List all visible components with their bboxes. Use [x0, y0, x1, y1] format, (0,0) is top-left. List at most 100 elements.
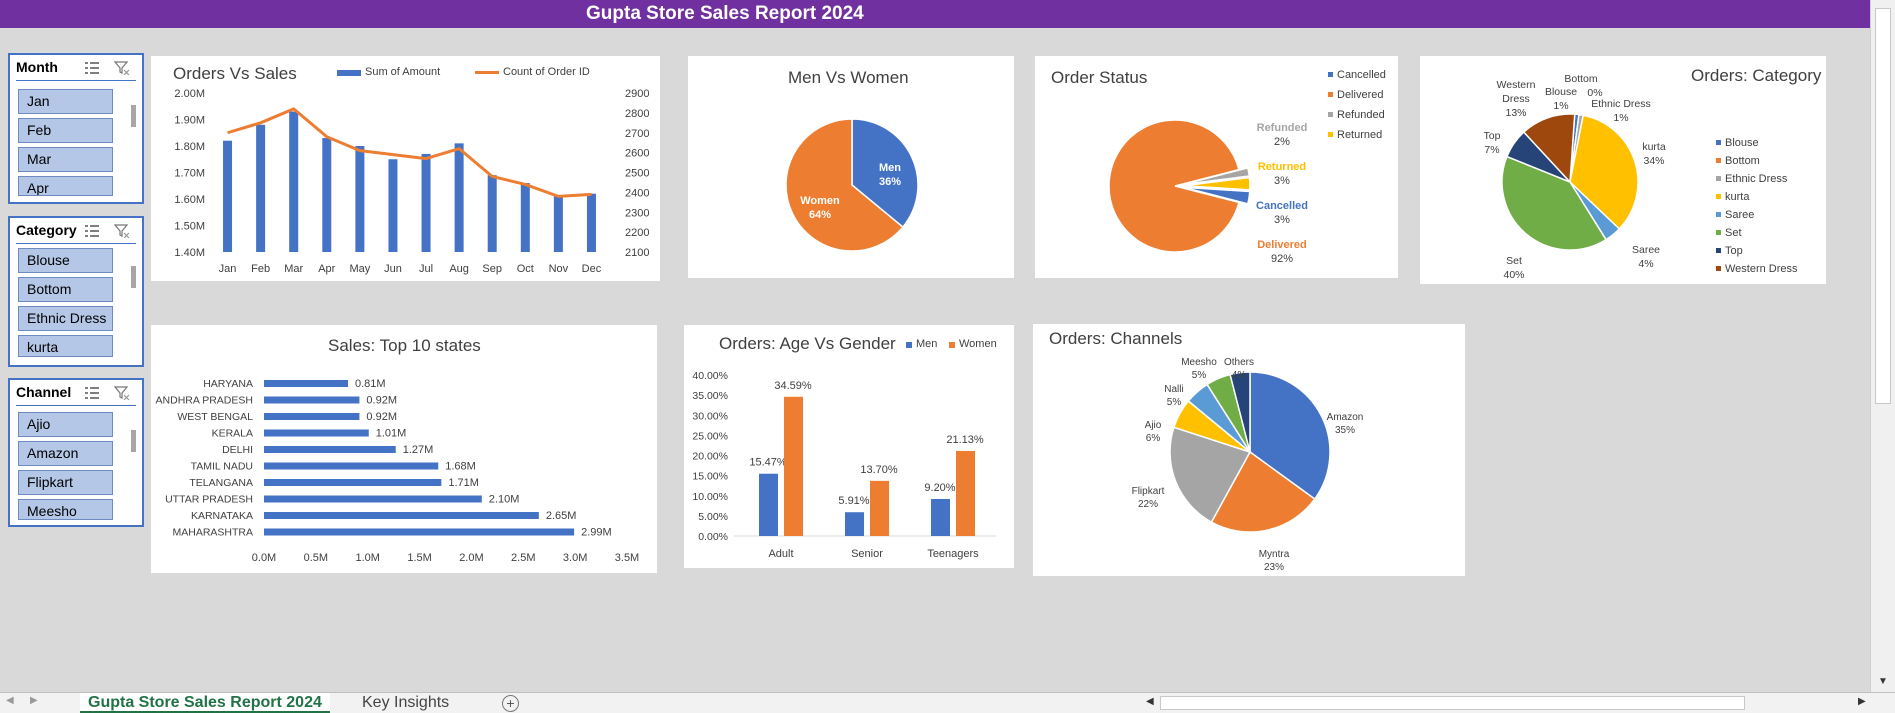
y-tick-label: 40.00% [692, 370, 728, 382]
slicer-item-mar[interactable]: Mar [18, 147, 113, 172]
bar-amount-oct [520, 183, 530, 252]
orders-category-chart[interactable]: Orders: Category Blouse Bottom Ethnic Dres… [1420, 56, 1826, 284]
tab-scroll-left-icon[interactable]: ◀ [6, 695, 14, 706]
x-tick-label: Apr [318, 263, 335, 275]
y-tick-label-left: 1.50M [174, 221, 205, 233]
chart-title: Orders Vs Sales [173, 64, 297, 83]
channels-plot: Amazon 35% Myntra 23% Flipkart 22% Ajio 6% Nalli… [1132, 357, 1364, 573]
bar-amount-apr [322, 138, 332, 252]
y-tick-label-left: 2.00M [174, 88, 205, 100]
data-label-women: Women [800, 195, 840, 207]
top-states-chart[interactable]: Sales: Top 10 states HARYANA 0.81M ANDHRA … [151, 325, 657, 573]
slicer-item-ethnic-dress[interactable]: Ethnic Dress [18, 306, 113, 331]
x-tick-label: May [349, 263, 370, 275]
data-label-women-teenagers: 21.13% [946, 434, 984, 446]
x-tick-label: Mar [284, 263, 303, 275]
legend-swatch-western-dress [1716, 266, 1721, 271]
slicer-scrollbar[interactable] [131, 105, 136, 127]
data-label-value-nalli: 5% [1167, 397, 1182, 408]
orders-vs-sales-chart[interactable]: Orders Vs Sales Sum of Amount Count of O… [151, 56, 660, 281]
month-slicer[interactable]: Month Jan Feb Mar Apr [8, 53, 144, 204]
legend-label-blouse: Blouse [1725, 137, 1759, 149]
data-label-western-dress: Dress [1502, 93, 1529, 105]
data-label-men-senior: 5.91% [838, 495, 869, 507]
data-label-value-western-dress: 13% [1505, 107, 1526, 119]
slicer-scrollbar[interactable] [131, 266, 136, 288]
sheet-tab-bar: ◀ ▶ Gupta Store Sales Report 2024 Key In… [0, 692, 1895, 713]
slicer-item-jan[interactable]: Jan [18, 89, 113, 114]
slicer-scrollbar[interactable] [131, 430, 136, 452]
data-label-flipkart: Flipkart [1132, 486, 1165, 497]
slicer-item-bottom[interactable]: Bottom [18, 277, 113, 302]
hscroll-left-icon[interactable]: ◀ [1146, 696, 1154, 707]
data-label-ajio: Ajio [1145, 420, 1162, 431]
legend-label-cancelled: Cancelled [1337, 69, 1386, 81]
clear-filter-icon[interactable] [114, 386, 130, 400]
slicer-item-flipkart[interactable]: Flipkart [18, 470, 113, 495]
scroll-thumb[interactable] [1875, 8, 1891, 404]
bar-haryana [264, 380, 349, 387]
legend-label-top: Top [1725, 245, 1743, 257]
legend-swatch-saree [1716, 212, 1721, 217]
add-sheet-icon[interactable]: + [502, 695, 519, 712]
tab-sales-report[interactable]: Gupta Store Sales Report 2024 [80, 693, 330, 713]
men-vs-women-chart[interactable]: Men Vs Women Men 36% Women 64% [688, 56, 1014, 278]
legend-label-men: Men [916, 338, 938, 350]
clear-filter-icon[interactable] [114, 224, 130, 238]
y-tick-label-right: 2700 [625, 128, 649, 140]
y-tick-label: TAMIL NADU [191, 461, 253, 473]
bar-women-adult [784, 396, 803, 536]
pie-slice-returned [1183, 176, 1251, 191]
multi-select-icon[interactable] [84, 224, 100, 238]
y-tick-label: 25.00% [692, 430, 728, 442]
clear-filter-icon[interactable] [114, 61, 130, 75]
tab-scroll-right-icon[interactable]: ▶ [30, 695, 38, 706]
y-tick-label-right: 2600 [625, 148, 649, 160]
x-tick-label: 3.0M [563, 552, 587, 564]
channels-chart[interactable]: Orders: Channels Amazon 35% Myntra 23% Flipk… [1033, 324, 1465, 576]
bar-amount-jun [388, 159, 398, 252]
data-label-women-adult: 34.59% [774, 380, 812, 392]
report-title-bar: Gupta Store Sales Report 2024 [0, 0, 1870, 28]
data-label-set: Set [1506, 255, 1522, 267]
legend-label-ethnic-dress: Ethnic Dress [1725, 173, 1788, 185]
horizontal-scrollbar[interactable] [1160, 696, 1745, 710]
tab-key-insights[interactable]: Key Insights [362, 694, 450, 711]
data-label-men: Men [879, 162, 901, 174]
y-tick-label-right: 2900 [625, 88, 649, 100]
slicer-item-meesho[interactable]: Meesho [18, 499, 113, 520]
x-tick-label: Aug [449, 263, 469, 275]
bar-women-teenagers [956, 450, 975, 536]
vertical-scrollbar[interactable]: ▼ [1870, 0, 1895, 692]
x-tick-label: Sep [482, 263, 502, 275]
order-status-chart[interactable]: Order Status Cancelled Delivered Refunded R… [1035, 56, 1398, 278]
age-gender-chart[interactable]: Orders: Age Vs Gender Men Women 40.00% 35… [684, 325, 1014, 568]
slicer-item-ajio[interactable]: Ajio [18, 412, 113, 437]
slicer-item-blouse[interactable]: Blouse [18, 248, 113, 273]
bar-amount-may [355, 146, 365, 252]
bar-uttar-pradesh [264, 495, 482, 503]
scroll-down-arrow-icon[interactable]: ▼ [1878, 676, 1888, 687]
channel-slicer-title: Channel [16, 384, 72, 400]
y-tick-label-right: 2500 [625, 168, 649, 180]
channel-slicer[interactable]: Channel Ajio Amazon Flipkart Meesho [8, 378, 144, 527]
category-slicer[interactable]: Category Blouse Bottom Ethnic Dress kurt… [8, 216, 144, 367]
slicer-divider [16, 405, 136, 406]
slicer-item-apr[interactable]: Apr [18, 176, 113, 196]
data-label-women-value: 64% [809, 209, 831, 221]
hscroll-right-icon[interactable]: ▶ [1858, 696, 1866, 707]
slicer-item-kurta[interactable]: kurta [18, 335, 113, 357]
data-label-ethnic-dress: Ethnic Dress [1591, 98, 1651, 110]
slicer-item-feb[interactable]: Feb [18, 118, 113, 143]
top-states-plot: HARYANA 0.81M ANDHRA PRADESH 0.92M WEST BENG… [156, 378, 640, 564]
data-label-kurta: kurta [1642, 141, 1666, 153]
y-tick-label: 5.00% [698, 511, 728, 523]
multi-select-icon[interactable] [84, 61, 100, 75]
bar-amount-sep [487, 175, 497, 252]
slicer-item-amazon[interactable]: Amazon [18, 441, 113, 466]
multi-select-icon[interactable] [84, 386, 100, 400]
legend-swatch-bottom [1716, 158, 1721, 163]
x-tick-label: 1.5M [407, 552, 431, 564]
y-tick-label: HARYANA [203, 378, 253, 390]
data-label-telangana: 1.71M [448, 477, 479, 489]
